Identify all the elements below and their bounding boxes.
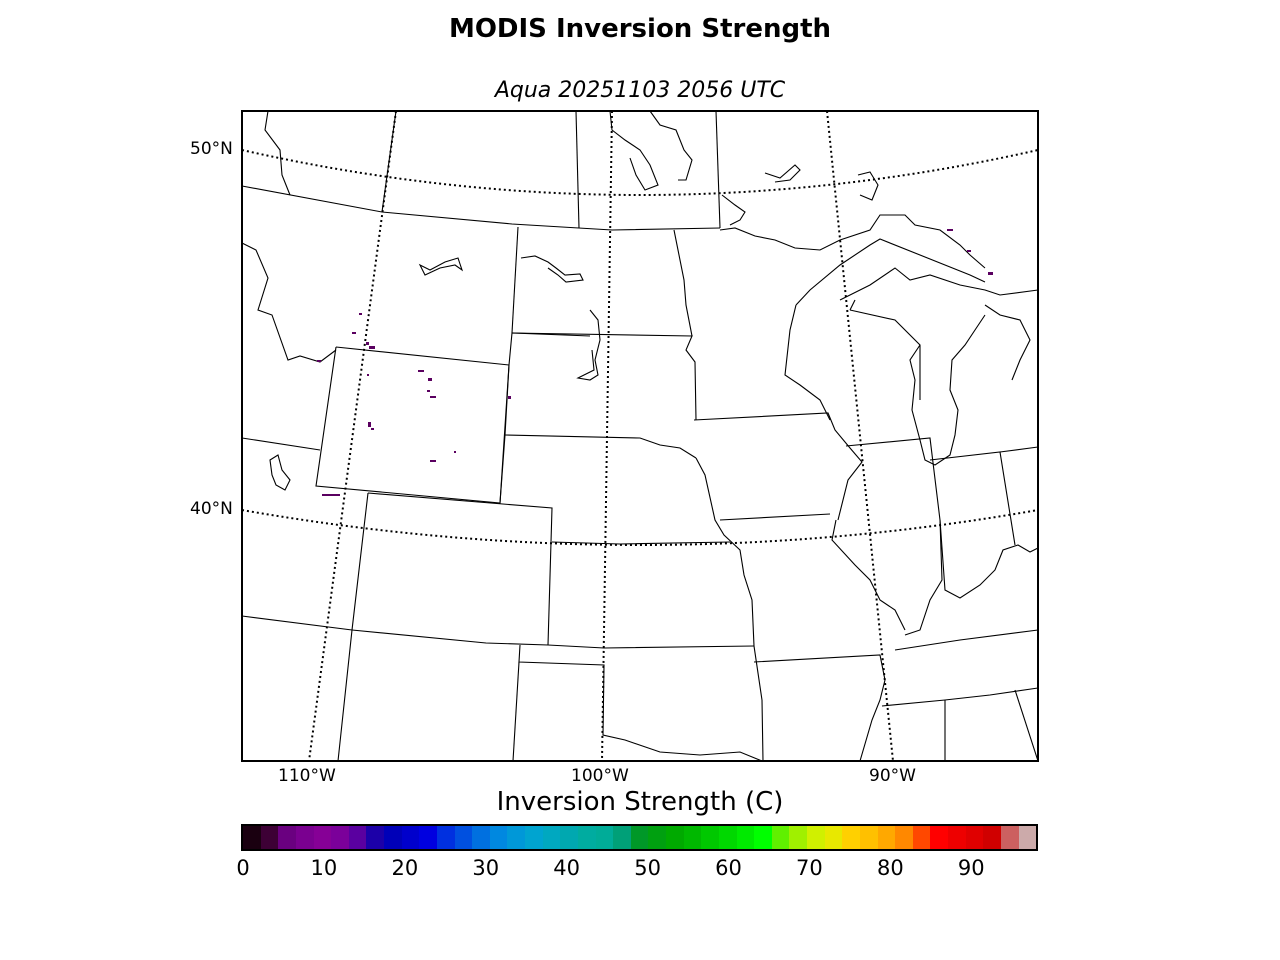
colorbar-swatch xyxy=(859,826,878,849)
colorbar-swatch xyxy=(384,826,402,849)
colorbar-swatch xyxy=(718,826,737,849)
state-borders xyxy=(242,111,1038,761)
colorbar xyxy=(241,824,1038,851)
colorbar-swatch xyxy=(507,826,525,849)
colorbar-tick-label: 30 xyxy=(472,856,500,880)
colorbar-swatch xyxy=(366,826,384,849)
lon-label-100w: 100°W xyxy=(571,766,629,786)
colorbar-swatch xyxy=(877,826,896,849)
map-frame xyxy=(241,110,1039,762)
lat-label-50n: 50°N xyxy=(190,139,233,159)
lat-label-40n: 40°N xyxy=(190,499,233,519)
colorbar-swatch xyxy=(771,826,790,849)
colorbar-tick-label: 20 xyxy=(391,856,419,880)
lon-label-90w: 90°W xyxy=(869,766,916,786)
colorbar-tick-label: 50 xyxy=(634,856,661,880)
colorbar-swatch xyxy=(419,826,437,849)
colorbar-swatch xyxy=(472,826,490,849)
colorbar-swatch xyxy=(295,826,314,849)
colorbar-swatch xyxy=(965,826,984,849)
colorbar-swatch xyxy=(683,826,702,849)
figure-subtitle: Aqua 20251103 2056 UTC xyxy=(494,78,786,103)
colorbar-swatch xyxy=(542,826,561,849)
colorbar-swatch xyxy=(648,826,666,849)
colorbar-tick-label: 90 xyxy=(957,856,985,880)
colorbar-swatch xyxy=(401,826,420,849)
colorbar-tick-label: 0 xyxy=(236,856,250,880)
colorbar-swatch xyxy=(454,826,473,849)
colorbar-swatch xyxy=(912,826,931,849)
colorbar-swatch xyxy=(348,826,367,849)
colorbar-swatch xyxy=(948,826,966,849)
colorbar-swatch xyxy=(595,826,614,849)
colorbar-swatch xyxy=(489,826,508,849)
colorbar-swatch xyxy=(736,826,755,849)
data-pixels xyxy=(317,229,993,496)
colorbar-swatch xyxy=(666,826,684,849)
colorbar-label: Inversion Strength (C) xyxy=(496,787,784,817)
colorbar-swatch xyxy=(243,826,261,849)
map-background xyxy=(242,111,1038,761)
colorbar-swatch xyxy=(331,826,349,849)
colorbar-tick-label: 10 xyxy=(310,856,338,880)
colorbar-swatch xyxy=(577,826,596,849)
colorbar-ticks: 0 10 20 30 40 50 60 70 80 90 xyxy=(0,856,1280,886)
colorbar-swatch xyxy=(1018,826,1037,849)
colorbar-swatch xyxy=(983,826,1001,849)
colorbar-swatch xyxy=(754,826,772,849)
colorbar-swatch xyxy=(789,826,807,849)
colorbar-swatch xyxy=(313,826,332,849)
colorbar-swatch xyxy=(436,826,455,849)
colorbar-swatch xyxy=(630,826,649,849)
figure-title: MODIS Inversion Strength xyxy=(448,14,832,44)
graticule xyxy=(242,111,1038,761)
colorbar-swatch xyxy=(525,826,543,849)
colorbar-swatch xyxy=(895,826,913,849)
colorbar-swatch xyxy=(701,826,719,849)
colorbar-tick-label: 80 xyxy=(876,856,904,880)
colorbar-swatch xyxy=(613,826,631,849)
colorbar-tick-label: 40 xyxy=(553,856,581,880)
colorbar-swatch xyxy=(260,826,279,849)
colorbar-swatch xyxy=(560,826,578,849)
lon-label-110w: 110°W xyxy=(278,766,336,786)
colorbar-swatch xyxy=(807,826,825,849)
colorbar-swatch xyxy=(842,826,860,849)
colorbar-tick-label: 70 xyxy=(796,856,823,880)
colorbar-tick-label: 60 xyxy=(715,856,742,880)
colorbar-swatch xyxy=(278,826,296,849)
colorbar-swatch xyxy=(1000,826,1019,849)
colorbar-swatch xyxy=(824,826,843,849)
colorbar-swatch xyxy=(930,826,948,849)
